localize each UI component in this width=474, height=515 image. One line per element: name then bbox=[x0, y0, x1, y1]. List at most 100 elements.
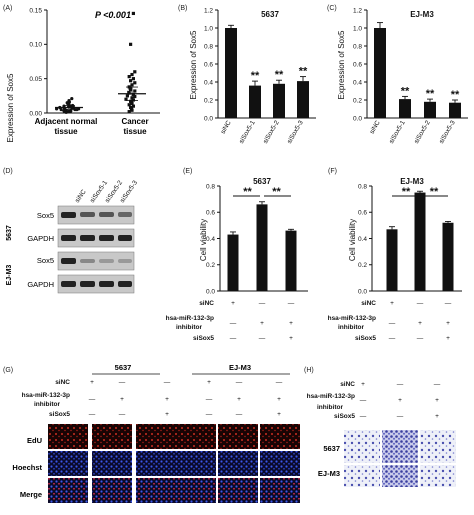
panel-g-image-merge bbox=[218, 478, 258, 503]
panel-e-condition-label: siSox5 bbox=[193, 335, 214, 342]
panel-a-point-cancer bbox=[133, 94, 137, 99]
band bbox=[99, 259, 114, 263]
blot-gapdh-5637 bbox=[57, 228, 135, 248]
band bbox=[80, 235, 95, 241]
panel-h-condition-mark: — bbox=[360, 397, 367, 404]
panel-h-condition-mark: + bbox=[361, 381, 365, 388]
panel-a-point-cancer bbox=[133, 70, 137, 74]
panel-f-title: EJ-M3 bbox=[400, 177, 424, 186]
panel-g-condition-label: siSox5 bbox=[49, 411, 70, 418]
panel-h-row-5637: 5637 bbox=[323, 444, 340, 453]
blot-gapdh-ejm3 bbox=[57, 274, 135, 294]
panel-a: Expression of Sox5 0.00 0.05 0.10 0.15 P <0… bbox=[6, 7, 160, 142]
panel-c-bar bbox=[374, 28, 386, 118]
panel-g-condition-mark: + bbox=[207, 379, 211, 386]
panel-e-condition-mark: — bbox=[230, 335, 237, 342]
panel-f-ytick-label: 0.8 bbox=[358, 183, 367, 190]
panel-a-point-cancer bbox=[131, 11, 135, 16]
panel-f-condition-mark: + bbox=[390, 300, 394, 307]
panel-g-image-merge bbox=[92, 478, 132, 503]
band bbox=[61, 281, 76, 287]
panel-c-significance: ** bbox=[401, 85, 410, 97]
panel-a-point-cancer bbox=[131, 77, 135, 81]
panel-h-condition-label: siNC bbox=[340, 381, 355, 388]
panel-g-image-hoechst bbox=[48, 451, 88, 476]
panel-a-point-normal bbox=[69, 109, 73, 113]
panel-g-condition-mark: — bbox=[89, 411, 96, 418]
panel-f-significance: ** bbox=[430, 186, 439, 198]
panel-h-condition-mark: — bbox=[397, 381, 404, 388]
panel-f-condition-label: inhibitor bbox=[338, 324, 364, 331]
panel-b-bar bbox=[273, 83, 285, 118]
panel-b-ylabel: Expression of Sox5 bbox=[189, 30, 198, 99]
panel-b-ytick-label: 0.2 bbox=[204, 97, 213, 104]
panel-a-ytick-label: 0.05 bbox=[29, 76, 42, 83]
panel-g-condition-mark: + bbox=[90, 379, 94, 386]
panel-h-image-5637 bbox=[344, 430, 380, 463]
panel-g-image-edu bbox=[136, 424, 176, 449]
panel-e-condition-label: siNC bbox=[199, 300, 214, 307]
panel-h-condition-mark: — bbox=[360, 413, 367, 420]
panel-g-row-merge: Merge bbox=[20, 490, 42, 499]
panel-f-bar bbox=[414, 192, 426, 291]
panel-a-point-cancer bbox=[125, 94, 129, 98]
panel-letter-b: (B) bbox=[178, 5, 187, 12]
panel-f-condition-mark: + bbox=[418, 320, 422, 327]
panel-g-image-merge bbox=[136, 478, 176, 503]
panel-a-point-cancer bbox=[129, 42, 133, 46]
panel-f-condition-label: siNC bbox=[361, 300, 376, 307]
panel-a-point-cancer bbox=[127, 90, 131, 94]
panel-h-condition-label: inhibitor bbox=[317, 404, 343, 411]
panel-c-title: EJ-M3 bbox=[410, 10, 434, 19]
panel-f-ylabel: Cell viability bbox=[348, 219, 357, 261]
panel-a-ytick-label: 0.10 bbox=[29, 42, 42, 49]
panel-g-condition-mark: + bbox=[277, 411, 281, 418]
panel-c: Expression of Sox5 EJ-M3 0.0 0.2 0.4 0.6 0.8… bbox=[337, 7, 468, 145]
panel-c-bar bbox=[424, 101, 436, 118]
panel-h-condition-mark: — bbox=[397, 413, 404, 420]
panel-g-image-hoechst bbox=[136, 451, 176, 476]
panel-g-image-merge bbox=[48, 478, 88, 503]
panel-e-condition-mark: + bbox=[289, 320, 293, 327]
panel-e-ytick-label: 0.6 bbox=[206, 210, 215, 217]
panel-g-condition-label: inhibitor bbox=[34, 401, 60, 408]
panel-d-label-sox5-b: Sox5 bbox=[37, 256, 54, 265]
blot-sox5-5637 bbox=[57, 205, 135, 225]
panel-g-condition-mark: + bbox=[237, 396, 241, 403]
panel-g-condition-label: hsa-miR-132-3p bbox=[22, 392, 70, 399]
panel-f-condition-label: hsa-miR-132-3p bbox=[328, 315, 376, 322]
panel-letter-a: (A) bbox=[3, 5, 12, 12]
panel-f-condition-mark: — bbox=[417, 335, 424, 342]
panel-a-point-cancer bbox=[131, 104, 135, 108]
blot-sox5-ejm3 bbox=[57, 251, 135, 271]
panel-a-point-cancer bbox=[130, 83, 134, 87]
panel-c-ytick-label: 0.6 bbox=[353, 61, 362, 68]
panel-h-image-5637 bbox=[420, 430, 456, 463]
panel-g-condition-label: siNC bbox=[55, 379, 70, 386]
panel-a-point-cancer bbox=[133, 89, 137, 93]
panel-d-lane-sinc: siNC bbox=[74, 188, 88, 204]
panel-b-significance: ** bbox=[251, 70, 260, 82]
band bbox=[118, 212, 132, 217]
panel-g-image-hoechst bbox=[260, 451, 300, 476]
panel-h-condition-label: siSox5 bbox=[334, 413, 355, 420]
panel-h-condition-label: hsa-miR-132-3p bbox=[307, 393, 355, 400]
panel-e-ylabel: Cell viability bbox=[199, 219, 208, 261]
panel-g-header-5637: 5637 bbox=[115, 363, 132, 372]
panel-a-point-cancer bbox=[130, 72, 134, 77]
panel-g-image-merge bbox=[176, 478, 216, 503]
panel-f-condition-mark: — bbox=[445, 300, 452, 307]
panel-h-condition-mark: + bbox=[435, 413, 439, 420]
panel-h-row-ejm3: EJ-M3 bbox=[318, 469, 340, 478]
panel-a-group-normal-line2: tissue bbox=[54, 127, 78, 136]
panel-c-ytick-label: 0.4 bbox=[353, 79, 362, 86]
band bbox=[80, 212, 95, 217]
panel-a-ylabel: Expression of Sox5 bbox=[6, 73, 15, 142]
panel-letter-h: (H) bbox=[304, 367, 314, 374]
panel-a-point-cancer bbox=[133, 81, 137, 85]
panel-e-condition-mark: — bbox=[230, 320, 237, 327]
panel-g-condition-mark: — bbox=[276, 379, 283, 386]
panel-f-ytick-label: 0.2 bbox=[358, 262, 367, 269]
panel-g-condition-mark: — bbox=[89, 396, 96, 403]
